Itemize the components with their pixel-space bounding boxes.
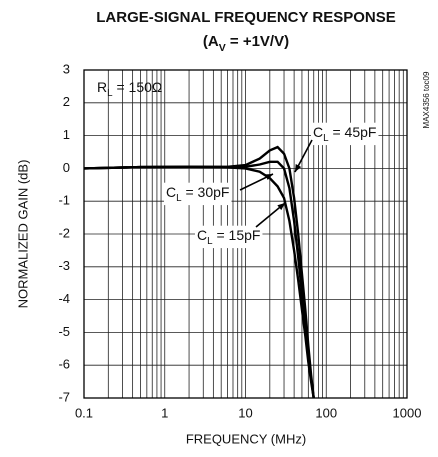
annotation: CL = 45pF [313,124,376,144]
annotation: CL = 15pF [197,227,260,247]
arrow-head [265,174,273,181]
chart-subtitle: (AV = +1V/V) [203,33,289,54]
x-tick-label: 100 [315,405,337,420]
annotation-bg [311,122,379,146]
series-line [84,145,315,398]
text-part: R [97,79,107,95]
y-tick-label: -3 [58,258,70,273]
text-part: = +1V/V) [226,33,289,50]
y-tick-label: -6 [58,357,70,372]
text-part: = 150Ω [113,79,163,95]
text-part: C [166,184,176,200]
y-tick-label: 1 [63,127,70,142]
annotation-bg [195,225,263,249]
x-tick-label: 1 [161,405,168,420]
arrow-head [277,203,285,211]
text-part: = 30pF [182,184,230,200]
text-part: V [219,42,226,54]
text-part: = 15pF [213,227,261,243]
text-part: L [107,88,113,99]
y-tick-label: 0 [63,160,70,175]
text-part: L [176,193,182,204]
y-tick-label: -1 [58,193,70,208]
annotation: CL = 30pF [166,184,229,204]
y-tick-label: -4 [58,291,70,306]
text-part: (A [203,33,219,50]
plot-frame [83,69,408,399]
y-axis-label: NORMALIZED GAIN (dB) [15,160,30,309]
text-part: L [207,236,213,247]
x-tick-label: 1000 [393,405,422,420]
x-tick-label: 10 [238,405,252,420]
y-tick-label: 2 [63,94,70,109]
curves [84,145,315,398]
arrow-head [295,164,302,172]
chart-title: LARGE-SIGNAL FREQUENCY RESPONSE [96,9,396,26]
y-tick-label: -2 [58,225,70,240]
x-axis-label: FREQUENCY (MHz) [186,431,306,446]
y-tick-label: -7 [58,389,70,404]
y-tick-label: -5 [58,324,70,339]
text-part: = 45pF [329,124,377,140]
text-part: C [313,124,323,140]
annotation-bg [164,182,232,206]
condition-label: RL = 150Ω [97,79,162,99]
y-tick-label: 3 [63,61,70,76]
text-part: L [323,133,329,144]
side-note: MAX4356 toc09 [422,71,431,128]
x-tick-label: 0.1 [75,405,93,420]
text-part: C [197,227,207,243]
